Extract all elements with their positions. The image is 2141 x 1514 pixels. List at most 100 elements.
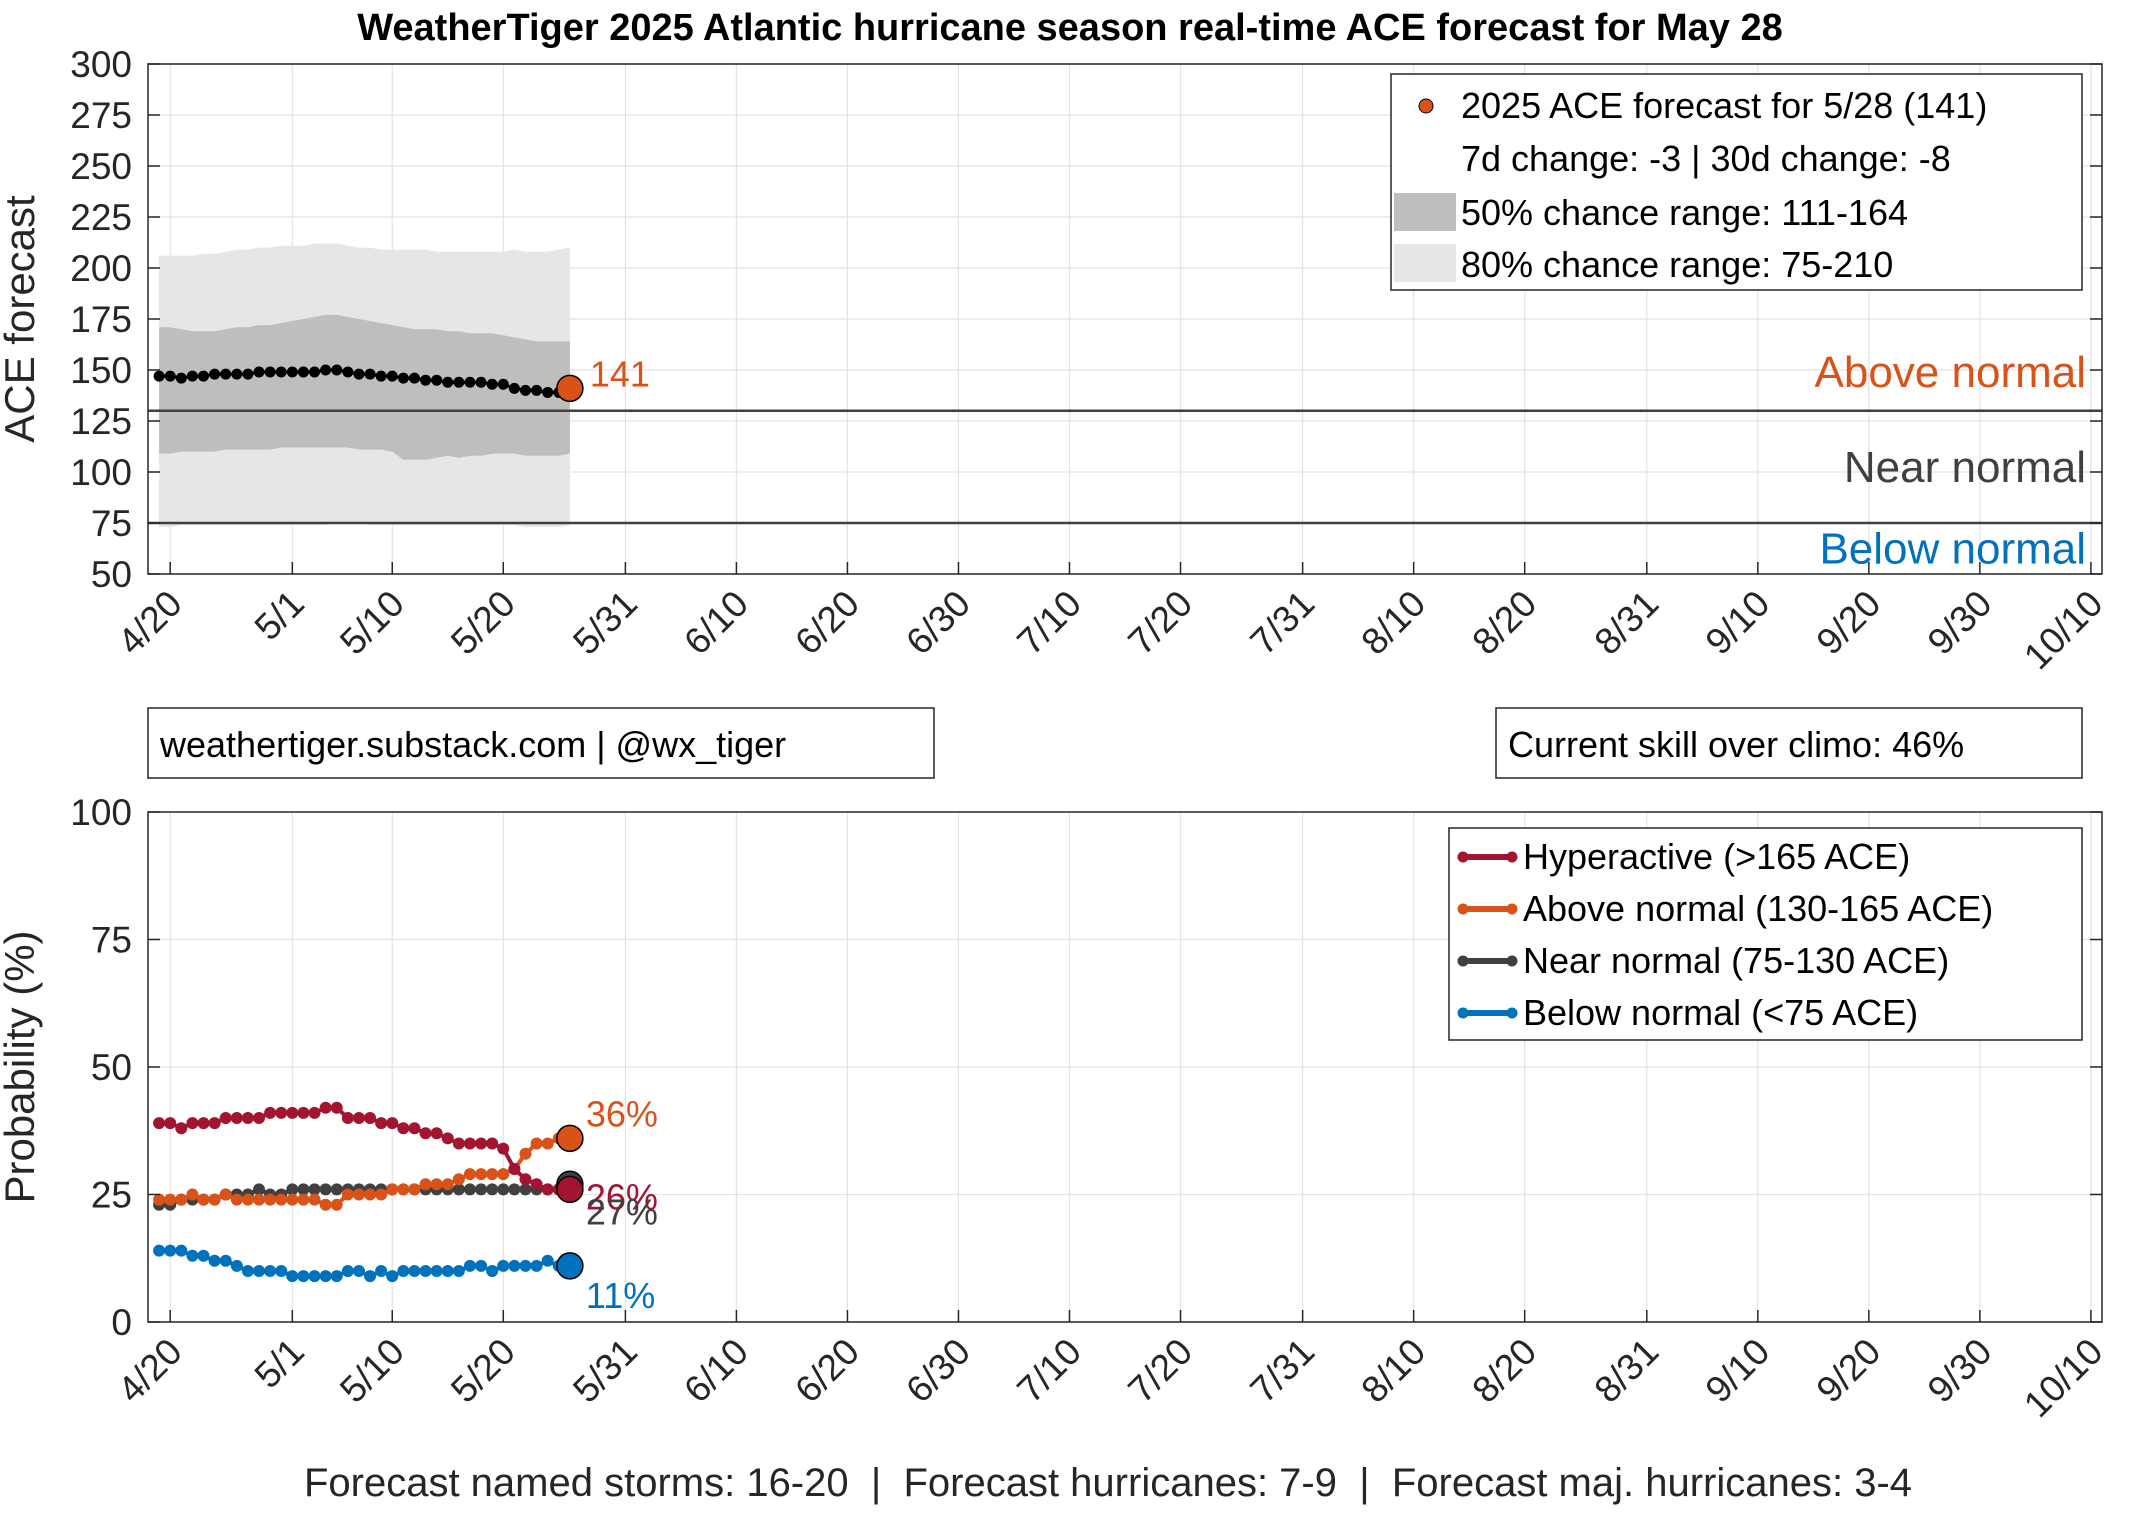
ace-forecast-point (153, 370, 165, 382)
probability-point (297, 1106, 310, 1119)
ace-forecast-point (442, 376, 454, 388)
legend-marker-key (1457, 1007, 1469, 1019)
probability-point (508, 1183, 521, 1196)
probability-series (153, 1101, 584, 1283)
ace-forecast-point (364, 368, 376, 380)
probability-point (475, 1183, 488, 1196)
ace-forecast-point (242, 368, 254, 380)
probability-point (497, 1142, 510, 1155)
ace-forecast-point (286, 366, 298, 378)
probability-point (219, 1112, 232, 1124)
probability-point (519, 1147, 532, 1160)
probability-point (530, 1137, 543, 1150)
probability-point (175, 1122, 188, 1135)
ace-forecast-point (375, 370, 387, 382)
probability-point (452, 1173, 465, 1186)
probability-point (341, 1188, 354, 1201)
probability-point (208, 1117, 221, 1130)
probability-end-marker (556, 1124, 584, 1153)
ace-forecast-point (486, 378, 498, 390)
y-tick-label: 25 (91, 1175, 132, 1216)
legend-marker-key (1457, 955, 1469, 967)
probability-point (519, 1259, 532, 1272)
probability-point (364, 1270, 377, 1283)
y-tick-label: 100 (70, 452, 132, 493)
y-tick-label: 75 (91, 920, 132, 961)
ace-forecast-point (264, 366, 276, 378)
legend-entry-near-normal: Near normal (75-130 ACE) (1523, 940, 1949, 981)
probability-point (264, 1106, 277, 1119)
probability-point (386, 1117, 399, 1130)
ace-forecast-point (453, 376, 465, 388)
probability-point (308, 1193, 321, 1206)
footer-storm-forecast: Forecast named storms: 16-20 | Forecast … (304, 1461, 1912, 1505)
info-boxes: weathertiger.substack.com | @wx_tiger Cu… (147, 707, 2083, 779)
probability-point (341, 1112, 354, 1124)
probability-point (530, 1178, 543, 1191)
zone-label-below-normal: Below normal (1819, 525, 2086, 574)
ace-range-bands (159, 243, 570, 528)
probability-point (408, 1265, 421, 1277)
probability-point (319, 1101, 332, 1114)
probability-point (364, 1188, 377, 1201)
probability-point (486, 1137, 499, 1150)
probability-point (164, 1193, 177, 1206)
probability-point (253, 1183, 266, 1196)
probability-point (286, 1270, 299, 1283)
probability-y-tick-labels: 0 25 50 75 100 (70, 792, 2102, 1343)
probability-point (508, 1163, 521, 1175)
website-box (147, 707, 935, 779)
probability-point (508, 1259, 521, 1272)
end-label-below-normal: 11% (586, 1275, 655, 1316)
ace-forecast-point (253, 366, 265, 378)
probability-end-marker (556, 1252, 584, 1280)
ace-forecast-point (497, 378, 509, 390)
probability-point (497, 1183, 510, 1196)
probability-point (275, 1265, 288, 1277)
probability-point (308, 1106, 321, 1119)
legend-forecast-marker-icon (1418, 98, 1434, 114)
y-tick-label: 50 (91, 1047, 132, 1088)
probability-point (408, 1122, 421, 1135)
y-tick-label: 0 (111, 1302, 132, 1343)
ace-forecast-point (331, 364, 343, 376)
probability-point (352, 1112, 365, 1124)
probability-point (541, 1137, 554, 1150)
probability-point (219, 1188, 232, 1201)
probability-point (330, 1183, 343, 1196)
ace-forecast-series (153, 364, 584, 403)
probability-point (497, 1259, 510, 1272)
ace-forecast-point (175, 372, 187, 384)
probability-point (530, 1259, 543, 1272)
ace-end-marker (556, 374, 584, 403)
probability-point (208, 1254, 221, 1267)
probability-point (241, 1193, 254, 1206)
ace-forecast-point (275, 366, 287, 378)
probability-point (419, 1265, 432, 1277)
ace-y-axis-label: ACE forecast (0, 195, 43, 443)
probability-point (463, 1137, 476, 1150)
probability-point (297, 1183, 310, 1196)
probability-point (519, 1173, 532, 1186)
ace-threshold-lines (148, 409, 2102, 525)
y-tick-label: 100 (70, 792, 132, 833)
legend-marker-key (1457, 851, 1469, 863)
range-50-band (159, 314, 570, 460)
ace-forecast-point (297, 366, 309, 378)
end-label-hyperactive: 26% (586, 1176, 658, 1217)
legend-marker-key (1506, 1007, 1518, 1019)
ace-forecast-point (431, 374, 443, 386)
probability-point (186, 1249, 199, 1262)
probability-legend-keys (1457, 851, 1518, 1019)
website-credit: weathertiger.substack.com | @wx_tiger (159, 724, 786, 765)
ace-forecast-point (164, 370, 176, 382)
legend-marker-key (1506, 955, 1518, 967)
zone-label-near-normal: Near normal (1844, 443, 2086, 492)
probability-point (197, 1193, 210, 1206)
probability-point (430, 1178, 443, 1191)
probability-point (264, 1265, 277, 1277)
ace-forecast-point (464, 376, 476, 388)
probability-point (463, 1183, 476, 1196)
